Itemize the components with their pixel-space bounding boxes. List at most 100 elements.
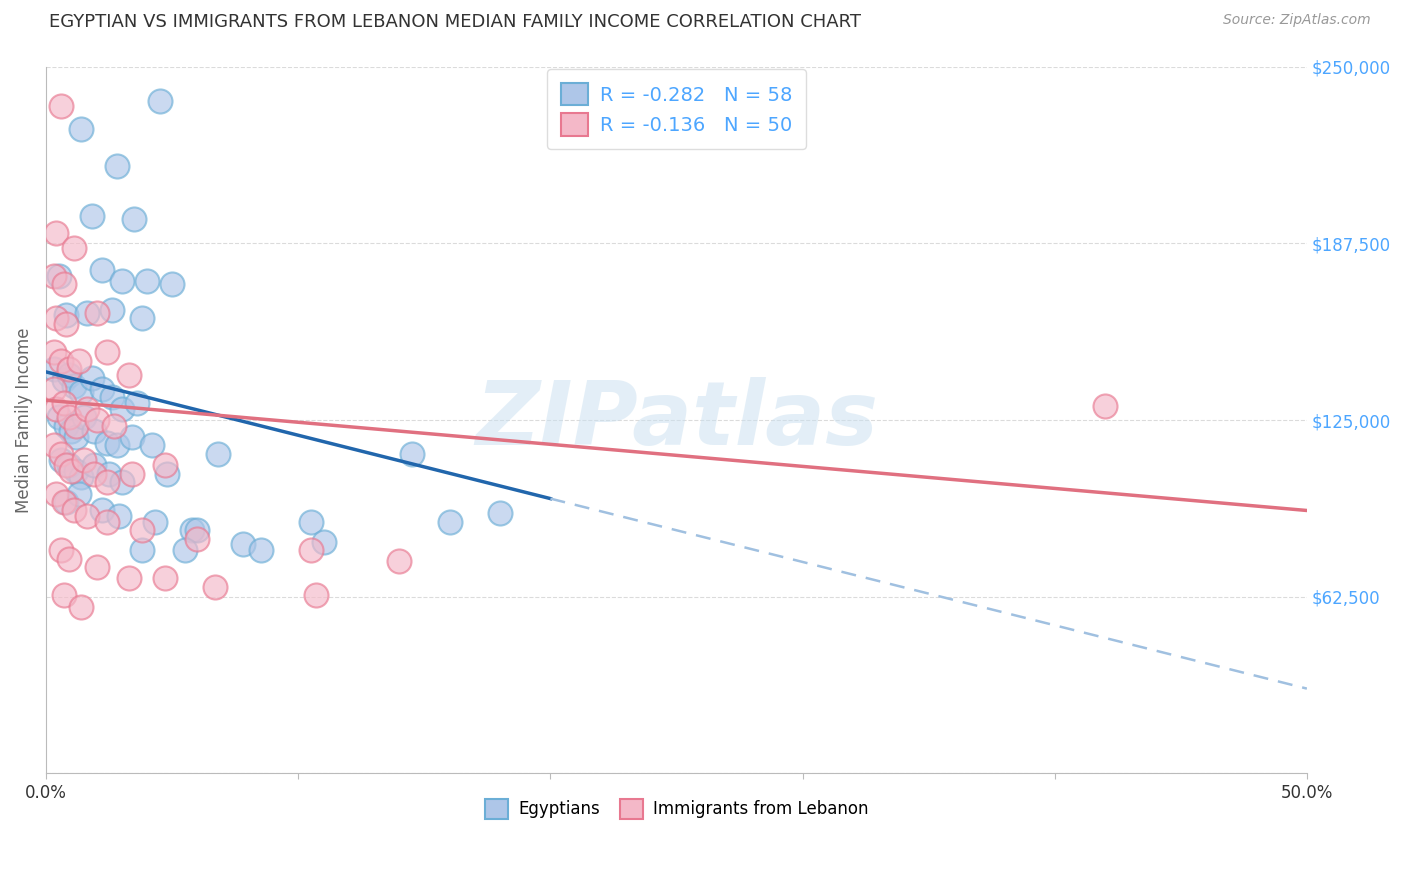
Point [103,418,125,433]
Point [105,159,128,173]
Point [111,275,134,289]
Point [58,362,80,376]
Point [131,543,153,558]
Point [125,396,148,410]
Point [118,368,141,382]
Point [67,486,90,500]
Point [96,345,118,359]
Point [55,495,77,509]
Point [48,410,70,425]
Point [111,401,134,416]
Point [162,277,184,292]
Point [58,368,80,382]
Point [45,227,67,241]
Point [156,467,179,481]
Point [153,458,176,473]
Point [45,311,67,326]
Point [55,317,77,331]
Point [58,410,80,425]
Point [141,438,163,452]
Point [65,464,87,478]
Point [80,370,103,384]
Point [489,506,512,520]
Point [439,515,461,529]
Point [143,515,166,529]
Point [70,599,93,614]
Point [96,515,118,529]
Point [121,467,143,481]
Point [45,401,67,416]
Point [83,467,105,481]
Point [100,391,122,405]
Point [63,241,86,255]
Point [173,543,195,558]
Point [70,469,93,483]
Point [388,554,411,568]
Point [60,464,83,478]
Point [100,302,122,317]
Point [51,99,73,113]
Point [55,458,77,473]
Point [58,551,80,566]
Point [131,311,153,326]
Point [55,418,77,433]
Point [67,353,90,368]
Point [60,425,83,439]
Point [51,353,73,368]
Point [401,447,423,461]
Point [52,396,75,410]
Point [51,543,73,558]
Point [96,475,118,490]
Point [42,382,65,396]
Point [186,523,208,537]
Point [204,580,226,594]
Point [1094,399,1116,413]
Y-axis label: Median Family Income: Median Family Income [15,327,32,513]
Point [48,268,70,283]
Legend: Egyptians, Immigrants from Lebanon: Egyptians, Immigrants from Lebanon [478,793,875,825]
Point [131,523,153,537]
Point [70,384,93,399]
Point [90,263,112,277]
Point [52,495,75,509]
Point [96,435,118,450]
Point [98,467,121,481]
Point [232,537,254,551]
Point [45,486,67,500]
Text: Source: ZipAtlas.com: Source: ZipAtlas.com [1223,13,1371,28]
Point [42,345,65,359]
Point [52,277,75,292]
Point [249,543,271,558]
Point [153,571,176,585]
Point [299,543,322,558]
Point [299,515,322,529]
Point [51,447,73,461]
Point [207,447,229,461]
Point [42,362,65,376]
Point [118,571,141,585]
Point [149,94,172,108]
Point [181,523,204,537]
Point [52,588,75,602]
Point [86,413,108,427]
Point [105,438,128,452]
Point [42,268,65,283]
Point [76,401,98,416]
Point [124,212,146,227]
Point [65,418,87,433]
Point [73,452,96,467]
Point [305,588,328,602]
Point [80,210,103,224]
Point [42,438,65,452]
Text: ZIPatlas: ZIPatlas [475,376,877,464]
Point [186,532,208,546]
Point [90,503,112,517]
Point [121,430,143,444]
Point [52,373,75,387]
Point [312,534,335,549]
Point [86,560,108,574]
Point [70,121,93,136]
Point [63,503,86,517]
Point [58,458,80,473]
Point [83,458,105,473]
